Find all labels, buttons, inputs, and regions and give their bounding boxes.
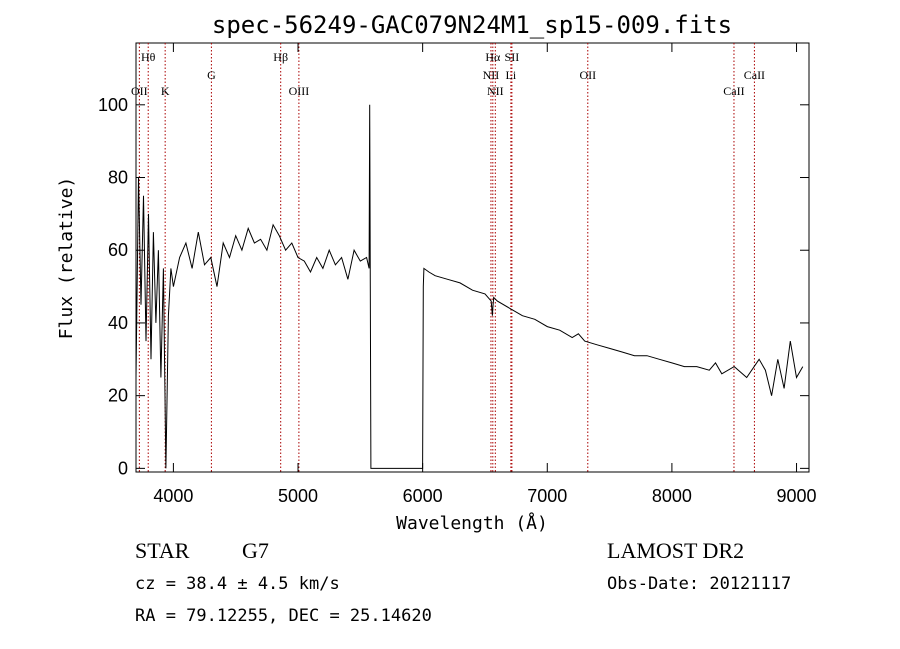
x-axis-label: Wavelength (Å): [396, 512, 548, 534]
spectral-line-label: Hβ: [273, 50, 288, 64]
x-tick-label: 6000: [403, 486, 443, 506]
y-tick-label: 40: [108, 313, 128, 333]
spectral-line-label: OIII: [289, 84, 310, 98]
x-tick-label: 9000: [777, 486, 817, 506]
plot-frame: [135, 42, 810, 473]
x-tick-label: 7000: [527, 486, 567, 506]
y-tick-label: 60: [108, 240, 128, 260]
spectral-line-label: Hθ: [141, 50, 156, 64]
spectral-line-label: NII: [483, 68, 500, 82]
x-axis-ticks: 4000 5000 6000 7000 8000 9000: [153, 43, 817, 506]
spectral-subclass: G7: [242, 538, 269, 563]
spectral-line-label: OII: [579, 68, 596, 82]
survey-name: LAMOST DR2: [607, 538, 744, 563]
chart-title: spec-56249-GAC079N24M1_sp15-009.fits: [212, 11, 732, 39]
x-tick-label: 4000: [153, 486, 193, 506]
spectral-line-label: G: [207, 68, 216, 82]
spectral-line-label: Li: [506, 68, 517, 82]
object-type: STAR: [135, 538, 190, 563]
y-tick-label: 100: [98, 95, 128, 115]
spectrum-line: [135, 104, 804, 469]
spectral-line-markers: [138, 43, 755, 472]
x-tick-label: 5000: [278, 486, 318, 506]
spectral-line-label: Hα: [485, 50, 501, 64]
y-axis-label: Flux (relative): [56, 177, 77, 340]
spectral-line-label: CaII: [744, 68, 765, 82]
y-tick-label: 80: [108, 168, 128, 188]
coordinates: RA = 79.12255, DEC = 25.14620: [135, 606, 432, 626]
spectral-line-label: SII: [505, 50, 520, 64]
y-axis-ticks: 0 20 40 60 80 100: [98, 95, 809, 478]
y-tick-label: 0: [118, 458, 128, 478]
spectral-line-label: OII: [131, 84, 148, 98]
spectral-line-label: CaII: [723, 84, 744, 98]
y-tick-label: 20: [108, 386, 128, 406]
spectral-line-label: K: [161, 84, 170, 98]
observation-date: Obs-Date: 20121117: [607, 574, 791, 594]
redshift-velocity: cz = 38.4 ± 4.5 km/s: [135, 574, 340, 594]
x-tick-label: 8000: [652, 486, 692, 506]
spectral-line-label: NII: [487, 84, 504, 98]
